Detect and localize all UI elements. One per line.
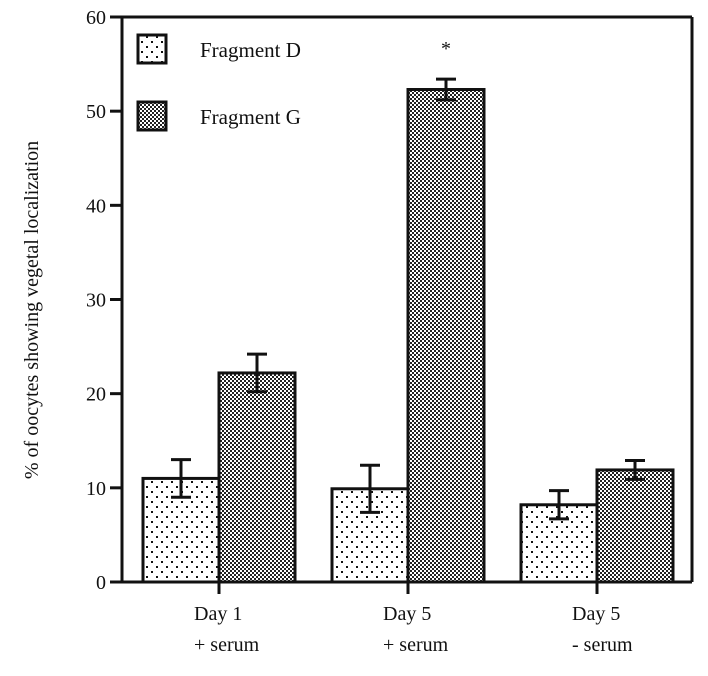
x-tick-label-line1: Day 5 (383, 603, 431, 625)
y-tick-label: 40 (86, 195, 106, 217)
y-tick-label: 20 (86, 384, 106, 406)
y-tick-label: 0 (96, 572, 106, 594)
x-tick-label-line2: + serum (194, 634, 260, 656)
annotations: * (441, 38, 451, 60)
legend-swatch-fragment-d (136, 33, 168, 65)
y-tick-label: 50 (86, 101, 106, 123)
legend-swatch-fragment-g (136, 100, 168, 132)
error-bars (171, 77, 645, 521)
bar-fragment-g-0 (217, 371, 297, 584)
plot-frame (122, 15, 694, 582)
y-tick-label: 30 (86, 290, 106, 312)
y-tick-label: 60 (86, 7, 106, 29)
bar-fragment-g-2 (595, 468, 675, 584)
y-tick-label: 10 (86, 478, 106, 500)
significance-star: * (441, 38, 451, 60)
x-tick-label-line1: Day 5 (572, 603, 620, 625)
legend: Fragment D Fragment G (136, 33, 301, 132)
bar-fragment-g-1 (406, 88, 486, 584)
legend-label-fragment-d: Fragment D (200, 38, 301, 62)
y-axis-title: % of oocytes showing vegetal localizatio… (21, 141, 43, 479)
x-tick-label-line2: + serum (383, 634, 449, 656)
legend-label-fragment-g: Fragment G (200, 105, 301, 129)
x-axis: Day 1 + serum Day 5 + serum Day 5 - serum (122, 580, 692, 656)
bars (141, 88, 675, 584)
x-tick-label-line1: Day 1 (194, 603, 242, 625)
x-tick-label-line2: - serum (572, 634, 633, 656)
y-axis: 0 10 20 30 40 50 60 (86, 7, 124, 594)
